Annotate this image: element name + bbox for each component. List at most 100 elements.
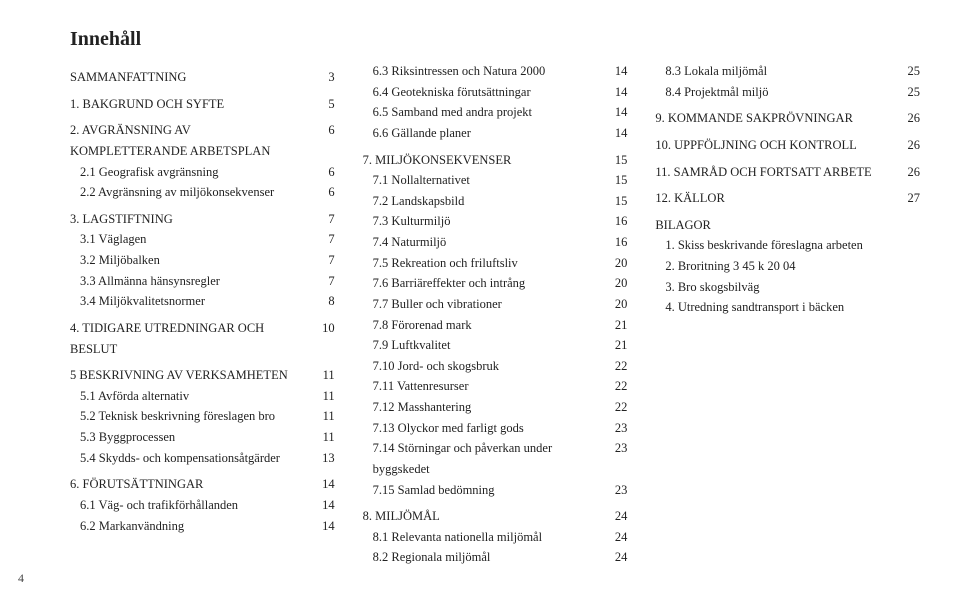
toc-entry: 6. FÖRUTSÄTTNINGAR14 [70,474,335,495]
toc-page-number: 26 [902,135,920,156]
toc-entry: 7.9 Luftkvalitet21 [363,335,628,356]
toc-page-number: 16 [609,232,627,253]
toc-page-number: 23 [609,480,627,501]
toc-page-number: 25 [902,61,920,82]
toc-label: 6.4 Geotekniska förutsättningar [373,82,610,103]
toc-page-number: 23 [609,418,627,439]
toc-entry: 11. SAMRÅD OCH FORTSATT ARBETE26 [655,162,920,183]
toc-page-number: 20 [609,253,627,274]
toc-page-number: 8 [317,291,335,312]
toc-entry: 7.4 Naturmiljö16 [363,232,628,253]
toc-label: 8.3 Lokala miljömål [665,61,902,82]
toc-entry: 3.3 Allmänna hänsynsregler7 [70,271,335,292]
toc-page-number: 14 [317,495,335,516]
toc-page-number: 7 [317,250,335,271]
toc-label: 7.3 Kulturmiljö [373,211,610,232]
toc-entry: 7.5 Rekreation och friluftsliv20 [363,253,628,274]
toc-entry: 6.4 Geotekniska förutsättningar14 [363,82,628,103]
toc-page-number: 21 [609,315,627,336]
toc-page-number: 24 [609,527,627,548]
toc-entry: 5.2 Teknisk beskrivning föreslagen bro11 [70,406,335,427]
toc-page-number: 11 [317,406,335,427]
toc-label: 9. KOMMANDE SAKPRÖVNINGAR [655,108,902,129]
toc-entry: 6.5 Samband med andra projekt14 [363,102,628,123]
toc-page-number: 6 [317,182,335,203]
toc-label: 3.1 Väglagen [80,229,317,250]
toc-page-number: 13 [317,448,335,469]
toc-label: 2.1 Geografisk avgränsning [80,162,317,183]
toc-page-number: 23 [609,438,627,459]
toc-entry: 7.12 Masshantering22 [363,397,628,418]
toc-entry: 7.11 Vattenresurser22 [363,376,628,397]
toc-page-number: 25 [902,82,920,103]
toc-entry: 7.8 Förorenad mark21 [363,315,628,336]
toc-entry: 3. LAGSTIFTNING7 [70,209,335,230]
toc-col-2: 6.3 Riksintressen och Natura 2000146.4 G… [363,61,628,600]
toc-page-number: 24 [609,506,627,527]
toc-entry: 2. AVGRÄNSNING AV KOMPLETTERANDE ARBETSP… [70,120,335,161]
toc-label: 7.2 Landskapsbild [373,191,610,212]
toc-label: 6.2 Markanvändning [80,516,317,537]
toc-entry: BILAGOR [655,215,920,236]
toc-entry: 1. BAKGRUND OCH SYFTE5 [70,94,335,115]
toc-page-number: 14 [317,474,335,495]
toc-entry: 4. Utredning sandtransport i bäcken [655,297,920,318]
toc-entry: 7.13 Olyckor med farligt gods23 [363,418,628,439]
toc-label: 12. KÄLLOR [655,188,902,209]
toc-label: 8.2 Regionala miljömål [373,547,610,568]
toc-page-number: 27 [902,188,920,209]
toc-label: 7. MILJÖKONSEKVENSER [363,150,610,171]
toc-page-number: 3 [317,67,335,88]
toc-label: BILAGOR [655,215,920,236]
toc-label: 4. Utredning sandtransport i bäcken [665,297,920,318]
toc-label: 7.13 Olyckor med farligt gods [373,418,610,439]
toc-label: 11. SAMRÅD OCH FORTSATT ARBETE [655,162,902,183]
toc-entry: 3.4 Miljökvalitetsnormer8 [70,291,335,312]
toc-entry: 8.2 Regionala miljömål24 [363,547,628,568]
toc-entry: 7. MILJÖKONSEKVENSER15 [363,150,628,171]
toc-page-number: 20 [609,273,627,294]
toc-entry: 3.1 Väglagen7 [70,229,335,250]
toc-entry: 5.4 Skydds- och kompensationsåtgärder13 [70,448,335,469]
toc-entry: 7.1 Nollalternativet15 [363,170,628,191]
toc-label: 7.7 Buller och vibrationer [373,294,610,315]
toc-entry: 5 BESKRIVNING AV VERKSAMHETEN11 [70,365,335,386]
toc-page-number: 14 [609,123,627,144]
toc-entry: 7.3 Kulturmiljö16 [363,211,628,232]
toc-label: 6.3 Riksintressen och Natura 2000 [373,61,610,82]
toc-label: 5.4 Skydds- och kompensationsåtgärder [80,448,317,469]
toc-label: SAMMANFATTNING [70,67,317,88]
toc-entry: 7.10 Jord- och skogsbruk22 [363,356,628,377]
toc-page-number: 6 [317,162,335,183]
toc-label: 3.2 Miljöbalken [80,250,317,271]
toc-entry: 7.2 Landskapsbild15 [363,191,628,212]
toc-page-number: 22 [609,397,627,418]
toc-entry: 8.4 Projektmål miljö25 [655,82,920,103]
toc-entry: 6.6 Gällande planer14 [363,123,628,144]
toc-page-number: 16 [609,211,627,232]
toc-label: 7.10 Jord- och skogsbruk [373,356,610,377]
toc-label: 7.14 Störningar och påverkan under byggs… [373,438,610,479]
toc-entry: 4. TIDIGARE UTREDNINGAR OCH BESLUT10 [70,318,335,359]
toc-label: 5.1 Avförda alternativ [80,386,317,407]
toc-entry: 8.3 Lokala miljömål25 [655,61,920,82]
toc-label: 5.3 Byggprocessen [80,427,317,448]
toc-page-number: 26 [902,162,920,183]
toc-entry: 3.2 Miljöbalken7 [70,250,335,271]
toc-label: 7.11 Vattenresurser [373,376,610,397]
toc-label: 10. UPPFÖLJNING OCH KONTROLL [655,135,902,156]
toc-page-number: 14 [609,82,627,103]
toc-entry: 7.15 Samlad bedömning23 [363,480,628,501]
toc-page-number: 11 [317,386,335,407]
toc-entry: 5.1 Avförda alternativ11 [70,386,335,407]
toc-label: 7.4 Naturmiljö [373,232,610,253]
toc-page-number: 10 [317,318,335,339]
toc-entry: 3. Bro skogsbilväg [655,277,920,298]
toc-page: Innehåll SAMMANFATTNING31. BAKGRUND OCH … [0,0,960,600]
toc-label: 7.6 Barriäreffekter och intrång [373,273,610,294]
toc-page-number: 7 [317,271,335,292]
toc-page-number: 14 [317,516,335,537]
toc-page-number: 24 [609,547,627,568]
toc-label: 7.9 Luftkvalitet [373,335,610,356]
toc-label: 8. MILJÖMÅL [363,506,610,527]
